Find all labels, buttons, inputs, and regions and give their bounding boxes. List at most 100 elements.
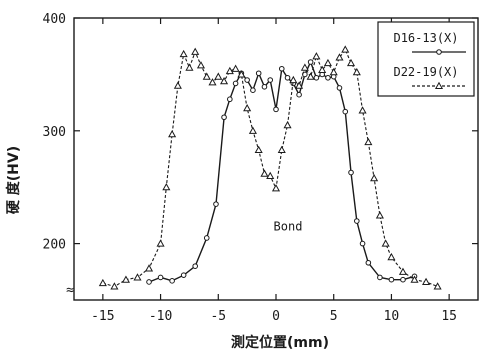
- annotation-label: Bond: [274, 220, 303, 234]
- y-tick-label: 200: [43, 238, 66, 253]
- data-point: [329, 67, 338, 76]
- legend-box: [377, 21, 475, 97]
- data-point: [146, 279, 152, 285]
- legend-label: D22-19(X): [393, 65, 458, 79]
- data-point: [387, 252, 396, 261]
- data-point: [261, 84, 268, 90]
- data-point: [354, 218, 360, 224]
- data-point: [422, 277, 431, 286]
- legend-marker: [436, 49, 442, 55]
- data-point: [271, 184, 281, 192]
- x-tick-label: -15: [91, 309, 114, 324]
- annotations: Bond: [274, 220, 303, 234]
- data-point: [191, 47, 200, 55]
- legend: D16-13(X) D22-19(X): [377, 21, 475, 97]
- data-point: [296, 91, 302, 98]
- data-point: [433, 282, 442, 290]
- tick-layer: -15 -10 -5 0 5 10 15 200 300 400 ≈: [43, 12, 478, 324]
- data-point: [157, 274, 164, 281]
- data-point: [208, 78, 217, 86]
- legend-label: D16-13(X): [393, 31, 458, 45]
- data-point: [323, 58, 332, 67]
- data-point: [232, 80, 239, 87]
- data-point: [352, 67, 361, 76]
- data-point: [221, 114, 227, 121]
- data-point: [214, 72, 223, 80]
- data-point: [342, 108, 349, 115]
- x-tick-label: 5: [330, 309, 338, 324]
- y-tick-label: 300: [43, 125, 66, 140]
- data-point: [179, 49, 188, 58]
- data-point: [398, 267, 408, 275]
- data-point: [273, 106, 279, 113]
- data-point: [185, 63, 194, 71]
- data-point: [225, 66, 234, 75]
- data-point: [370, 173, 379, 182]
- x-tick-label: 0: [272, 309, 280, 324]
- series-line: [148, 60, 415, 283]
- data-point: [325, 74, 331, 81]
- data-point: [289, 75, 298, 84]
- data-point: [133, 273, 142, 281]
- data-point: [358, 106, 367, 114]
- series-layer: [98, 45, 442, 290]
- data-point: [203, 235, 210, 241]
- data-point: [400, 276, 406, 283]
- data-point: [278, 65, 285, 72]
- data-point: [169, 278, 175, 284]
- data-point: [295, 81, 304, 89]
- data-point: [180, 272, 187, 278]
- y-axis-title: 硬 度(HV): [5, 146, 22, 214]
- x-tick-label: 10: [384, 309, 400, 324]
- series-1: [146, 59, 418, 285]
- data-point: [213, 201, 219, 207]
- data-point: [255, 70, 262, 77]
- data-point: [168, 129, 177, 138]
- data-point: [283, 120, 292, 129]
- data-point: [243, 104, 252, 112]
- data-point: [335, 53, 344, 61]
- x-tick-label: -10: [149, 309, 172, 324]
- data-point: [110, 282, 119, 290]
- data-point: [312, 52, 321, 60]
- data-point: [266, 171, 275, 179]
- y-tick-label: 400: [43, 12, 66, 27]
- data-point: [231, 64, 240, 72]
- data-point: [375, 211, 384, 219]
- data-point: [162, 182, 171, 191]
- data-point: [277, 145, 286, 154]
- data-point: [381, 239, 390, 247]
- data-point: [377, 274, 383, 281]
- data-point: [156, 239, 165, 247]
- data-point: [336, 85, 343, 91]
- data-point: [260, 169, 269, 177]
- axis-break-mark: ≈: [66, 283, 74, 298]
- data-point: [98, 278, 107, 287]
- data-point: [254, 145, 263, 154]
- data-point: [313, 74, 320, 81]
- data-point: [192, 263, 198, 269]
- data-point: [306, 72, 315, 80]
- data-point: [307, 59, 314, 65]
- x-tick-label: 15: [441, 309, 457, 324]
- legend-marker: [434, 81, 444, 90]
- data-point: [237, 70, 246, 78]
- data-point: [388, 276, 395, 283]
- data-point: [144, 264, 154, 272]
- x-axis-title: 測定位置(mm): [231, 334, 329, 351]
- data-point: [220, 76, 229, 85]
- data-point: [227, 96, 233, 103]
- data-point: [202, 72, 211, 80]
- data-point: [267, 77, 274, 83]
- data-point: [250, 87, 256, 93]
- x-tick-label: -5: [210, 309, 226, 324]
- data-point: [248, 126, 257, 134]
- data-point: [364, 137, 373, 146]
- data-point: [318, 65, 327, 73]
- data-point: [346, 58, 356, 67]
- data-point: [410, 275, 419, 283]
- data-point: [341, 45, 350, 53]
- data-point: [196, 61, 206, 69]
